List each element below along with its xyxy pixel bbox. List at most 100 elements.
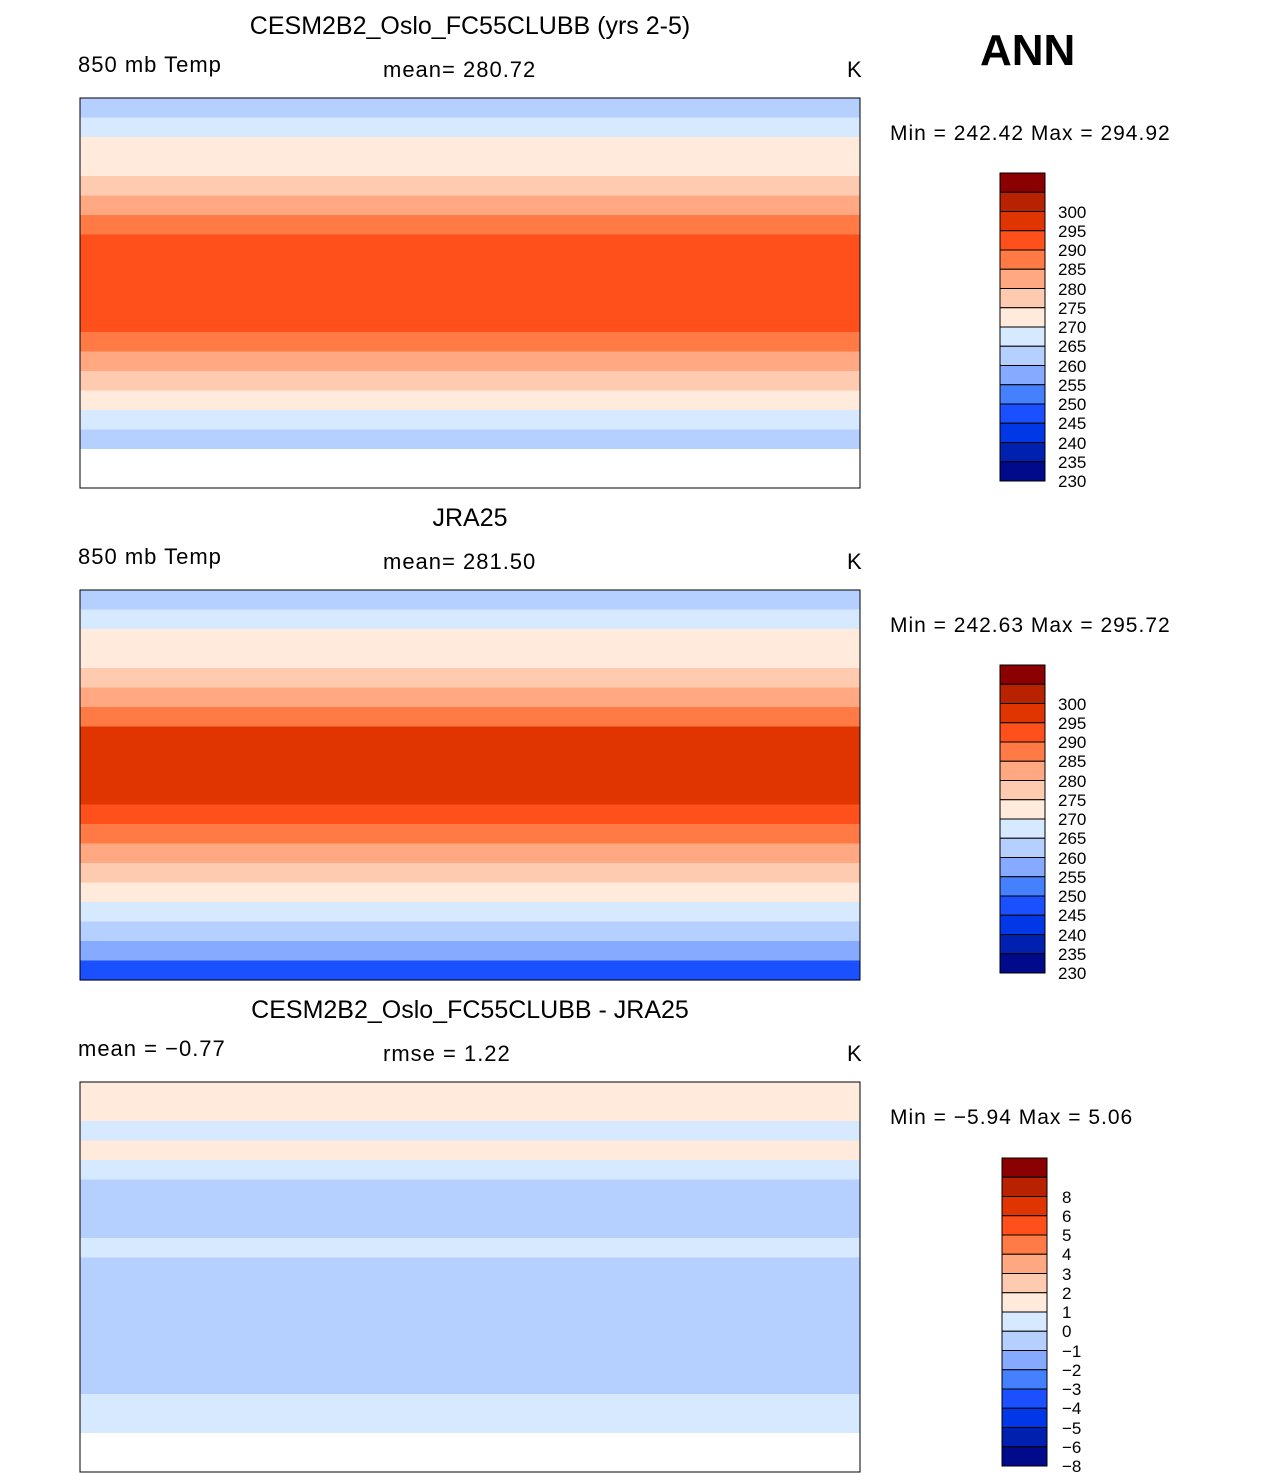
colorbar-box [999, 326, 1046, 347]
colorbar-box [999, 461, 1046, 482]
colorbar-box [999, 895, 1046, 916]
zonal-band [80, 1413, 860, 1434]
zonal-band [80, 1082, 860, 1103]
colorbar-box [999, 953, 1046, 974]
panel-title: CESM2B2_Oslo_FC55CLUBB - JRA25 [251, 996, 689, 1024]
colorbar-tick-label: 285 [1058, 752, 1087, 772]
colorbar-box [1001, 1196, 1048, 1217]
zonal-band [80, 351, 860, 372]
zonal-band [80, 609, 860, 630]
zonal-band [80, 1199, 860, 1220]
zonal-band [80, 843, 860, 864]
panel-left-label: 850 mb Temp [78, 544, 222, 569]
min-max-label: Min = 242.42 Max = 294.92 [890, 122, 1171, 145]
colorbar-box [1001, 1369, 1048, 1390]
map-frame [79, 589, 861, 981]
zonal-band [80, 1140, 860, 1161]
zonal-band [80, 629, 860, 650]
panel-left-label: mean = −0.77 [78, 1036, 226, 1061]
colorbar-tick-label: 4 [1062, 1245, 1072, 1265]
colorbar-tick-label: −4 [1062, 1399, 1082, 1419]
colorbar-tick-label: 285 [1058, 260, 1087, 280]
zonal-band [80, 746, 860, 767]
panel-stat-label: mean= 281.50 [383, 549, 537, 574]
colorbar-box [999, 172, 1046, 193]
colorbar-tick-label: 290 [1058, 733, 1087, 752]
zonal-band [80, 312, 860, 333]
zonal-band [80, 1394, 860, 1415]
units-label: K [847, 57, 863, 82]
colorbar-box [999, 365, 1046, 386]
colorbar-tick-label: 0 [1062, 1322, 1072, 1342]
min-max-label: Min = 242.63 Max = 295.72 [890, 614, 1171, 637]
colorbar-box [1001, 1253, 1048, 1274]
colorbar-box [999, 384, 1046, 405]
zonal-band [80, 1452, 860, 1473]
colorbar-tick-label: 5 [1062, 1226, 1072, 1245]
zonal-band [80, 726, 860, 747]
colorbar-box [1001, 1234, 1048, 1255]
zonal-band [80, 1277, 860, 1298]
zonal-band [80, 765, 860, 786]
zonal-band [80, 390, 860, 411]
zonal-band [80, 1179, 860, 1200]
colorbar-box [999, 345, 1046, 366]
colorbar-box [999, 760, 1046, 781]
zonal-band [80, 863, 860, 884]
colorbar-tick-label: 270 [1058, 810, 1087, 829]
panel-left-label: 850 mb Temp [78, 52, 222, 77]
zonal-band [80, 804, 860, 825]
colorbar-tick-label: 230 [1058, 472, 1087, 491]
colorbar-tick-label: 295 [1058, 713, 1087, 733]
colorbar-tick-label: −5 [1062, 1418, 1082, 1438]
zonal-band [80, 1257, 860, 1278]
colorbar-box [999, 403, 1046, 424]
colorbar-box [999, 211, 1046, 232]
units-label: K [847, 549, 863, 574]
colorbar-tick-label: 245 [1058, 906, 1087, 926]
colorbar-box [1001, 1176, 1048, 1197]
colorbar-box [999, 741, 1046, 762]
colorbar-tick-label: −6 [1062, 1437, 1082, 1457]
zonal-band [80, 1101, 860, 1122]
zonal-band [80, 156, 860, 177]
colorbar-box [1001, 1157, 1048, 1178]
colorbar-box [999, 799, 1046, 820]
colorbar-tick-label: 3 [1062, 1264, 1072, 1284]
colorbar-tick-label: 240 [1058, 925, 1087, 945]
zonal-band [80, 1160, 860, 1181]
zonal-band [80, 1433, 860, 1454]
colorbar-box [1001, 1292, 1048, 1313]
colorbar-box [999, 268, 1046, 289]
colorbar-box [999, 307, 1046, 328]
zonal-band [80, 824, 860, 845]
zonal-band [80, 410, 860, 431]
colorbar-box [1001, 1388, 1048, 1409]
colorbar-tick-label: 230 [1058, 964, 1087, 983]
zonal-band [80, 1316, 860, 1337]
map-frame [79, 1081, 861, 1473]
colorbar-box [999, 442, 1046, 463]
zonal-band [80, 590, 860, 611]
zonal-band [80, 234, 860, 255]
colorbar-tick-label: 275 [1058, 790, 1087, 810]
zonal-band [80, 195, 860, 216]
zonal-band [80, 1335, 860, 1356]
zonal-band [80, 332, 860, 353]
map-frame [79, 97, 861, 489]
colorbar-box [1001, 1330, 1048, 1351]
colorbar-box [1001, 1407, 1048, 1428]
colorbar-box [999, 876, 1046, 897]
zonal-band [80, 215, 860, 236]
zonal-band [80, 176, 860, 197]
zonal-band [80, 1218, 860, 1239]
zonal-band [80, 1355, 860, 1376]
zonal-band [80, 1296, 860, 1317]
season-label: ANN [980, 26, 1076, 75]
colorbar-tick-label: 260 [1058, 356, 1087, 376]
panel-stat-label: mean= 280.72 [383, 57, 537, 82]
colorbar-box [999, 914, 1046, 935]
zonal-band [80, 1121, 860, 1142]
colorbar-tick-label: 300 [1058, 202, 1087, 222]
